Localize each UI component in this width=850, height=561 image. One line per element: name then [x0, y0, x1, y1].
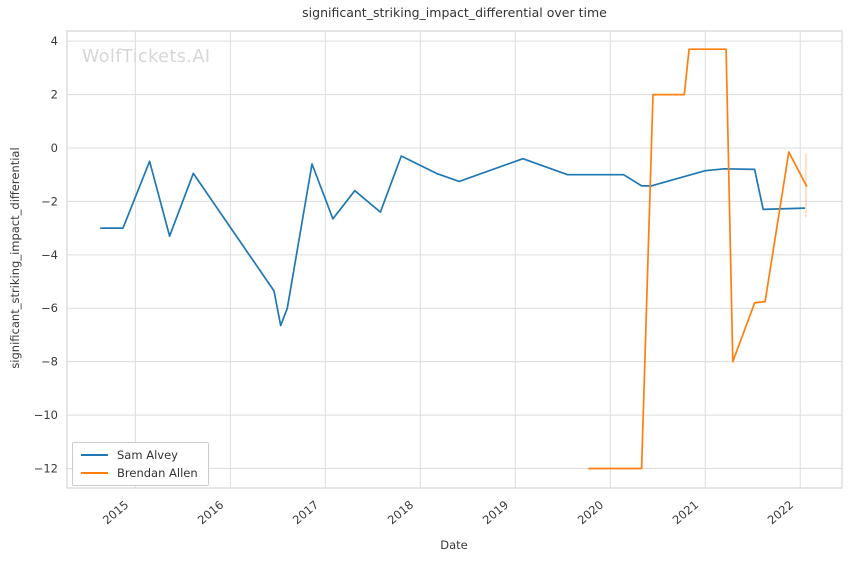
- y-tick-label: −6: [41, 301, 58, 315]
- x-tick-label: 2022: [765, 498, 796, 528]
- y-axis-label: significant_striking_impact_differential: [8, 147, 22, 369]
- x-tick-label: 2021: [670, 498, 701, 528]
- y-tick-label: −12: [34, 462, 58, 476]
- y-tick-label: 4: [51, 34, 58, 48]
- legend-label: Brendan Allen: [117, 466, 198, 480]
- series-line-brendan-allen: [588, 48, 808, 470]
- x-tick-label: 2018: [385, 498, 416, 528]
- y-tick-label: −4: [41, 248, 58, 262]
- y-tick-label: −8: [41, 355, 58, 369]
- x-tick-label: 2020: [575, 498, 606, 528]
- chart-title: significant_striking_impact_differential…: [302, 5, 607, 20]
- x-tick-label: 2015: [100, 498, 131, 528]
- series-line-sam-alvey: [100, 155, 806, 327]
- legend: Sam Alvey Brendan Allen: [72, 442, 209, 486]
- x-tick-label: 2016: [195, 498, 226, 528]
- plot-border: [66, 30, 843, 489]
- legend-item-brendan-allen: Brendan Allen: [81, 466, 198, 480]
- y-tick-label: 2: [51, 88, 58, 102]
- legend-line-swatch-orange: [81, 472, 108, 474]
- legend-item-sam-alvey: Sam Alvey: [81, 448, 198, 462]
- y-tick-label: −10: [34, 408, 58, 422]
- watermark: WolfTickets.AI: [82, 47, 211, 67]
- legend-label: Sam Alvey: [117, 448, 178, 462]
- y-tick-label: −2: [41, 194, 58, 208]
- y-tick-label: 0: [51, 141, 58, 155]
- x-axis-label: Date: [440, 538, 468, 552]
- x-tick-label: 2019: [480, 498, 511, 528]
- x-tick-label: 2017: [290, 498, 321, 528]
- legend-line-swatch-blue: [81, 454, 108, 456]
